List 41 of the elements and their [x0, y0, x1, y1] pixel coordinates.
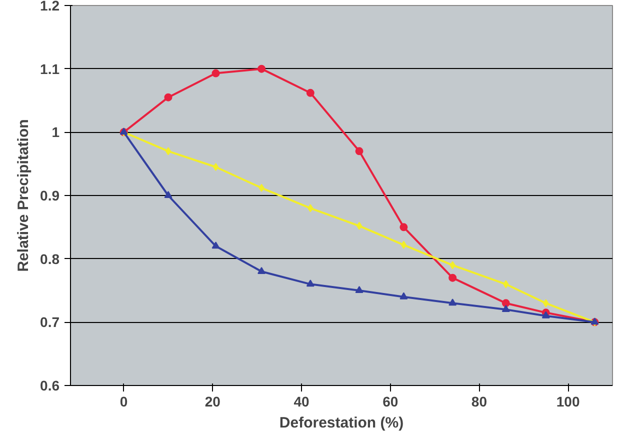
point — [164, 93, 172, 102]
y-tick-label: 0.8 — [40, 250, 60, 267]
point — [212, 69, 220, 78]
y-tick-label: 1.2 — [40, 0, 60, 14]
x-axis-title: Deforestation (%) — [279, 414, 404, 432]
point — [448, 274, 457, 282]
point — [355, 147, 364, 156]
point — [503, 280, 509, 288]
point — [400, 223, 408, 232]
point — [543, 299, 549, 308]
point — [258, 184, 264, 192]
point — [165, 147, 172, 156]
y-tick-label: 0.6 — [40, 378, 60, 394]
x-tick-label: 100 — [556, 394, 580, 410]
point — [258, 64, 266, 73]
y-tick-label: 1 — [52, 124, 60, 140]
x-tick-label: 80 — [471, 394, 488, 410]
point — [306, 280, 314, 287]
x-tick-label: 0 — [120, 394, 128, 410]
point — [212, 163, 219, 171]
point — [502, 304, 510, 312]
point — [355, 286, 364, 294]
point — [356, 222, 362, 230]
point — [400, 240, 407, 249]
x-tick-label: 40 — [294, 394, 310, 410]
point — [542, 311, 550, 318]
y-tick-label: 0.7 — [40, 314, 60, 330]
y-tick-label: 1.1 — [40, 60, 60, 77]
point — [306, 88, 314, 97]
point — [448, 298, 457, 306]
point — [502, 299, 510, 308]
point — [400, 292, 408, 300]
x-tick-label: 20 — [204, 394, 221, 410]
point — [164, 190, 172, 198]
point — [212, 242, 220, 249]
point — [450, 261, 456, 270]
point — [308, 204, 314, 212]
y-axis-title: Relative Precipitation — [15, 119, 32, 272]
y-tick-label: 0.9 — [40, 188, 60, 204]
point — [258, 266, 266, 274]
x-tick-label: 60 — [382, 394, 398, 410]
